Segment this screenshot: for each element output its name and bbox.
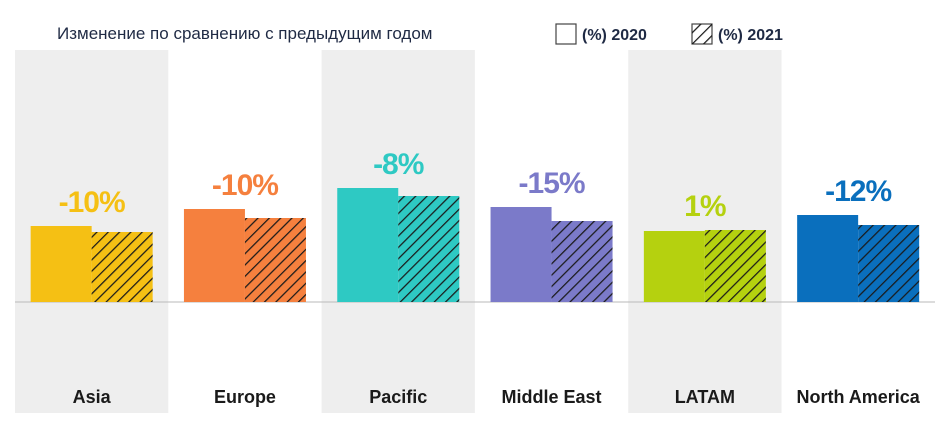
bar-2021-hatch	[244, 218, 306, 302]
bar-2020	[30, 226, 92, 302]
bar-2020	[337, 188, 399, 302]
bar-2021-hatch	[551, 221, 613, 302]
legend-swatch-2020	[555, 23, 577, 45]
data-label: -12%	[825, 175, 891, 208]
category-label: Europe	[214, 387, 276, 407]
legend: (%) 2020 (%) 2021	[555, 23, 783, 45]
bar-2021-hatch	[91, 232, 153, 302]
bar-2020	[183, 209, 245, 302]
category-label: Asia	[73, 387, 112, 407]
category-label: Middle East	[502, 387, 602, 407]
legend-label-2021: (%) 2021	[718, 27, 783, 44]
chart-title: Изменение по сравнению с предыдущим годо…	[57, 24, 432, 43]
category-label: North America	[796, 387, 920, 407]
data-label: -8%	[373, 148, 424, 181]
bar-2020	[490, 207, 552, 302]
data-label: -10%	[59, 186, 125, 219]
bar-2021-hatch	[704, 230, 766, 302]
category-label: LATAM	[675, 387, 735, 407]
bar-2021-hatch	[858, 225, 920, 302]
bar-2020	[797, 215, 859, 302]
category-label: Pacific	[369, 387, 427, 407]
data-label: -15%	[519, 167, 585, 200]
legend-label-2020: (%) 2020	[582, 27, 647, 44]
legend-swatch-2021-hatch	[692, 24, 712, 44]
data-label: 1%	[684, 190, 726, 223]
data-label: -10%	[212, 169, 278, 202]
bar-2020	[643, 231, 705, 302]
bar-2021-hatch	[398, 196, 460, 302]
